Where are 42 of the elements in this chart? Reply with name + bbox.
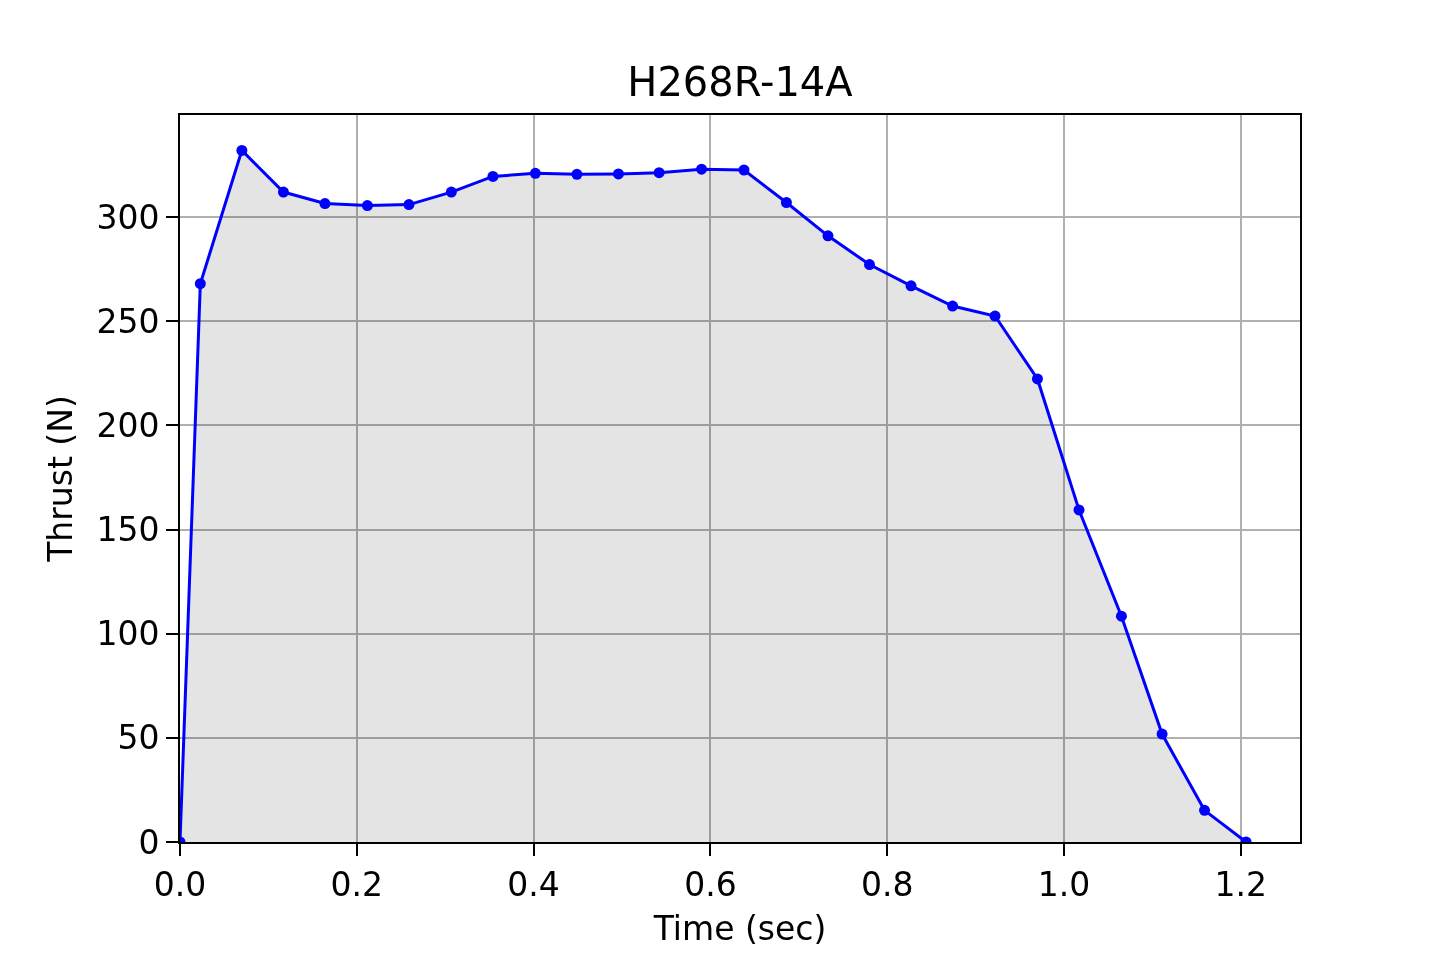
x-tick-label: 0.8 — [860, 864, 914, 904]
x-tick-label: 0.6 — [684, 864, 737, 904]
y-axis-title: Thrust (N) — [40, 395, 80, 563]
point — [738, 164, 750, 176]
x-tick-label: 0.4 — [507, 864, 560, 904]
point — [1031, 373, 1043, 385]
point — [529, 167, 541, 179]
point — [696, 163, 708, 175]
point — [445, 186, 457, 198]
point — [361, 200, 373, 212]
point — [277, 186, 289, 198]
x-tick-label: 0.2 — [330, 864, 384, 904]
point — [780, 196, 792, 208]
point — [319, 198, 331, 210]
point — [864, 259, 875, 271]
point — [236, 144, 248, 156]
x-axis-title: Time (sec) — [652, 908, 827, 948]
point — [989, 310, 1001, 322]
y-tick-label: 0 — [138, 822, 160, 862]
point — [822, 230, 834, 242]
y-tick-label: 250 — [96, 301, 160, 341]
y-tick-label: 300 — [96, 197, 160, 237]
point — [1073, 504, 1085, 516]
y-tick-label: 100 — [96, 614, 160, 654]
point — [612, 168, 624, 180]
chart-title: H268R-14A — [627, 58, 854, 105]
y-tick-label: 150 — [96, 510, 160, 550]
x-tick-label: 1.2 — [1214, 864, 1268, 904]
point — [947, 300, 959, 312]
point — [403, 199, 415, 211]
point — [487, 170, 499, 182]
point — [571, 168, 583, 180]
point — [1115, 610, 1127, 622]
point — [905, 280, 917, 292]
x-tick-label: 0.0 — [153, 864, 207, 904]
point — [1156, 728, 1168, 740]
point — [1199, 804, 1211, 816]
y-tick-label: 50 — [117, 718, 160, 758]
point — [653, 167, 665, 179]
y-tick-label: 200 — [96, 405, 160, 445]
x-tick-label: 1.0 — [1037, 864, 1091, 904]
point — [194, 278, 206, 290]
